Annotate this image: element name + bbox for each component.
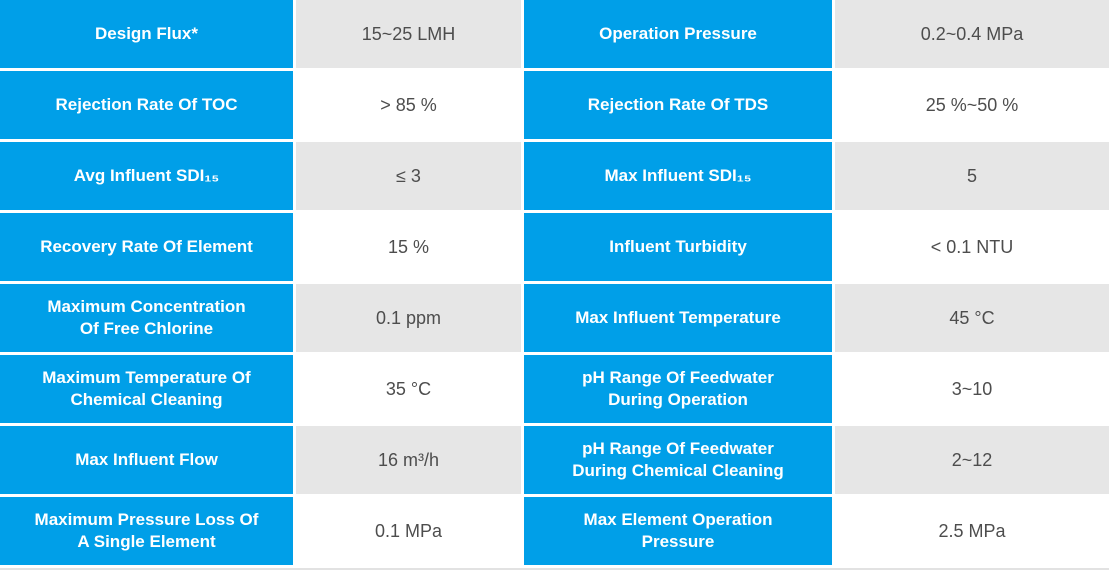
spec-label-max-pressure-loss: Maximum Pressure Loss Of A Single Elemen… xyxy=(0,497,293,565)
spec-label-avg-influent-sdi15: Avg Influent SDI₁₅ xyxy=(0,142,293,210)
spec-label-ph-range-chemical-cleaning: pH Range Of Feedwater During Chemical Cl… xyxy=(524,426,832,494)
spec-value-max-influent-flow: 16 m³/h xyxy=(296,426,521,494)
spec-value-max-influent-sdi15: 5 xyxy=(835,142,1109,210)
spec-value-rejection-rate-tds: 25 %~50 % xyxy=(835,71,1109,139)
spec-value-max-free-chlorine: 0.1 ppm xyxy=(296,284,521,352)
spec-value-ph-range-operation: 3~10 xyxy=(835,355,1109,423)
spec-value-avg-influent-sdi15: ≤ 3 xyxy=(296,142,521,210)
spec-value-design-flux: 15~25 LMH xyxy=(296,0,521,68)
spec-label-max-element-operation-pressure: Max Element Operation Pressure xyxy=(524,497,832,565)
spec-label-recovery-rate: Recovery Rate Of Element xyxy=(0,213,293,281)
spec-value-max-cleaning-temperature: 35 °C xyxy=(296,355,521,423)
spec-label-design-flux: Design Flux* xyxy=(0,0,293,68)
spec-label-operation-pressure: Operation Pressure xyxy=(524,0,832,68)
spec-label-influent-turbidity: Influent Turbidity xyxy=(524,213,832,281)
spec-label-ph-range-operation: pH Range Of Feedwater During Operation xyxy=(524,355,832,423)
spec-value-ph-range-chemical-cleaning: 2~12 xyxy=(835,426,1109,494)
spec-value-operation-pressure: 0.2~0.4 MPa xyxy=(835,0,1109,68)
spec-label-max-influent-sdi15: Max Influent SDI₁₅ xyxy=(524,142,832,210)
spec-label-max-influent-temperature: Max Influent Temperature xyxy=(524,284,832,352)
spec-value-recovery-rate: 15 % xyxy=(296,213,521,281)
spec-label-max-free-chlorine: Maximum Concentration Of Free Chlorine xyxy=(0,284,293,352)
spec-value-max-pressure-loss: 0.1 MPa xyxy=(296,497,521,565)
table-bottom-divider xyxy=(0,568,1109,570)
spec-value-max-influent-temperature: 45 °C xyxy=(835,284,1109,352)
spec-label-max-cleaning-temperature: Maximum Temperature Of Chemical Cleaning xyxy=(0,355,293,423)
spec-value-max-element-operation-pressure: 2.5 MPa xyxy=(835,497,1109,565)
spec-label-rejection-rate-tds: Rejection Rate Of TDS xyxy=(524,71,832,139)
spec-value-influent-turbidity: < 0.1 NTU xyxy=(835,213,1109,281)
spec-label-max-influent-flow: Max Influent Flow xyxy=(0,426,293,494)
spec-value-rejection-rate-toc: > 85 % xyxy=(296,71,521,139)
spec-label-rejection-rate-toc: Rejection Rate Of TOC xyxy=(0,71,293,139)
